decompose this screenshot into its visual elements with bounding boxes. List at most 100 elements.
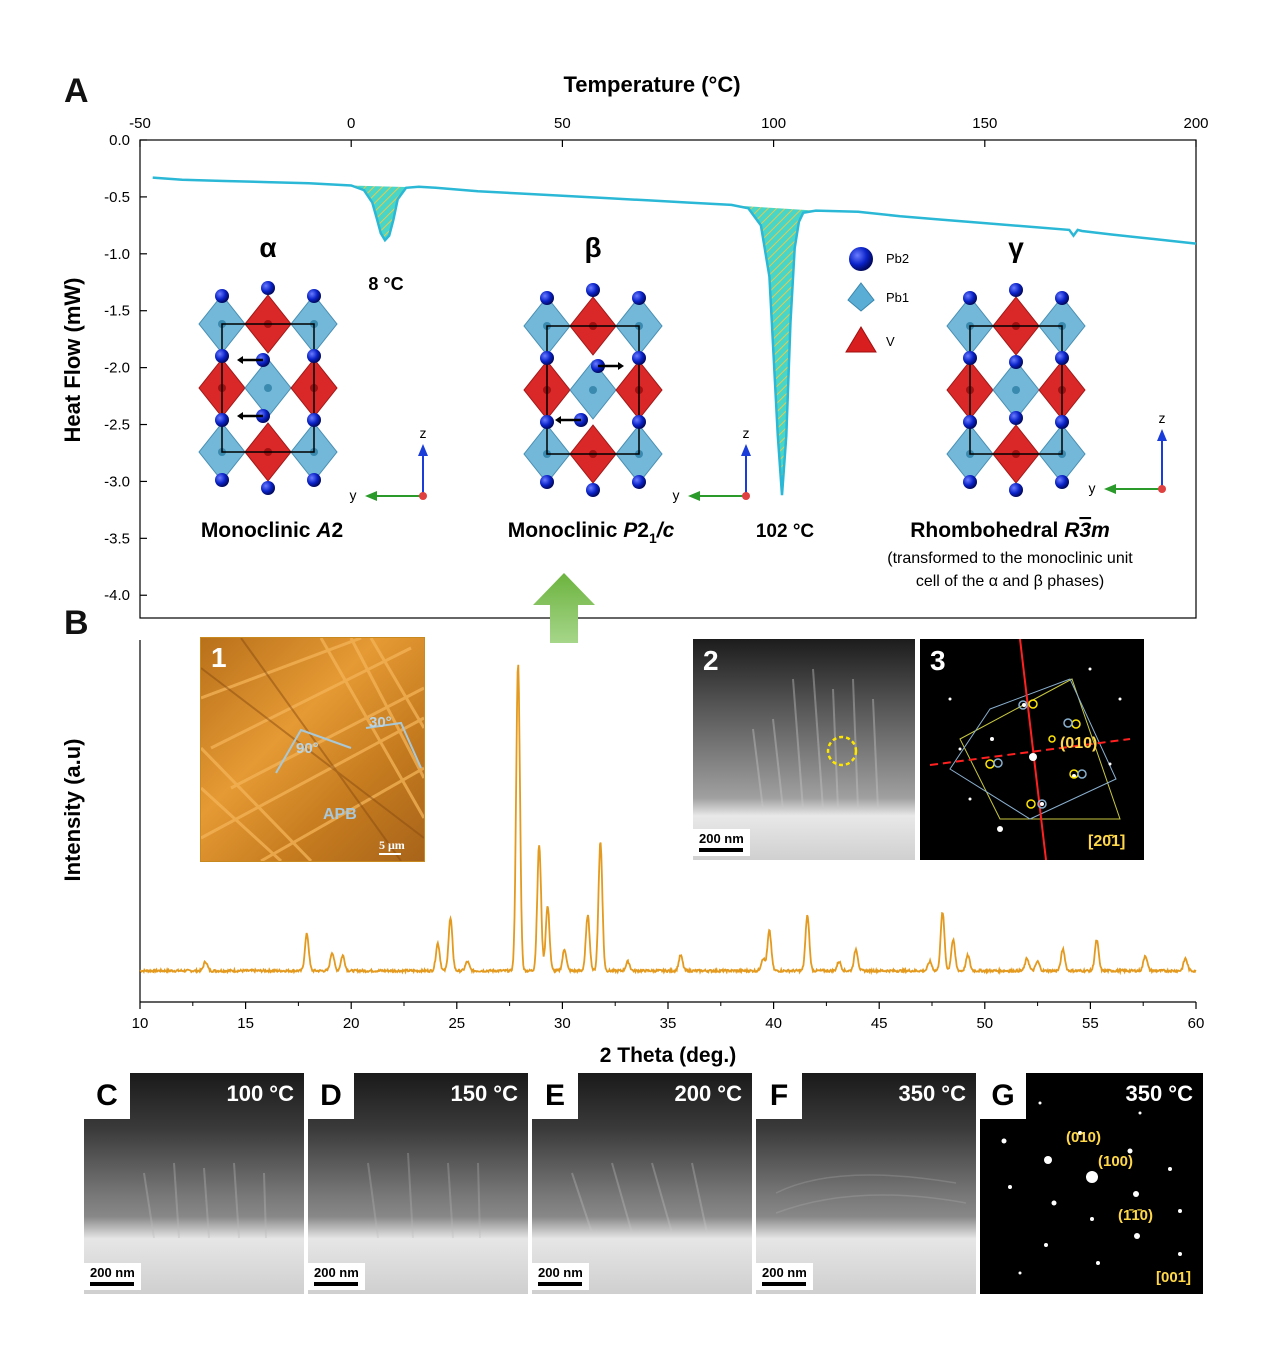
pb2-atom bbox=[632, 415, 646, 429]
legend-v: V bbox=[886, 334, 895, 349]
dsc-x-tick-label: 150 bbox=[972, 115, 997, 132]
panel-f-tem: F 350 °C 200 nm bbox=[756, 1073, 976, 1294]
pb2-atom bbox=[540, 351, 554, 365]
dsc-y-tick-label: -4.0 bbox=[104, 587, 130, 604]
pb2-atom bbox=[307, 289, 321, 303]
xrd-x-tick-label: 25 bbox=[448, 1015, 465, 1032]
angle-30-marker bbox=[365, 721, 422, 769]
gamma-name: Rhombohedral R3m bbox=[910, 519, 1110, 542]
panel-d-letter: D bbox=[308, 1073, 354, 1119]
inset-optical: 1 90° 30° APB 5 μm bbox=[200, 637, 425, 862]
saed-g-1-10: (1̄1̄0) bbox=[1118, 1207, 1154, 1224]
axis-z: z bbox=[1159, 410, 1166, 426]
dsc-x-tick-label: -50 bbox=[129, 115, 151, 132]
dsc-x-tick-label: 100 bbox=[761, 115, 786, 132]
gamma-note-1: (transformed to the monoclinic unit bbox=[887, 550, 1133, 567]
xrd-x-tick-label: 15 bbox=[237, 1015, 254, 1032]
xrd-curve bbox=[139, 664, 1197, 976]
pb2-ball-icon bbox=[849, 247, 873, 271]
panel-g-saed: G 350 °C (010) (100) (1̄1̄0) [001] bbox=[980, 1073, 1203, 1294]
saed-cell-blue bbox=[949, 678, 1117, 820]
dsc-y-tick-label: -1.0 bbox=[104, 246, 130, 263]
pb2-atom bbox=[963, 415, 977, 429]
pb2-atom bbox=[1055, 291, 1069, 305]
panel-d-tem: D 150 °C 200 nm bbox=[308, 1073, 528, 1294]
saed-g-100: (100) bbox=[1098, 1153, 1134, 1170]
panel-d-scale: 200 nm bbox=[308, 1263, 365, 1290]
peak1-label: 8 °C bbox=[368, 274, 403, 294]
xrd-x-tick-label: 60 bbox=[1188, 1015, 1205, 1032]
pb2-atom bbox=[307, 473, 321, 487]
xrd-chart: Intensity (a.u) 10 15 20 25 30 35 40 45 50 55 60 2… bbox=[60, 640, 1205, 1067]
panel-e-scale: 200 nm bbox=[532, 1263, 589, 1290]
legend-pb2: Pb2 bbox=[886, 251, 909, 266]
axis-y: y bbox=[1089, 480, 1096, 496]
arrowhead bbox=[237, 356, 243, 364]
angle-30-label: 30° bbox=[369, 714, 392, 731]
saed-g-pattern bbox=[1001, 1101, 1182, 1275]
alpha-name: Monoclinic A2 bbox=[201, 519, 343, 542]
axes-glyph-beta: z y bbox=[673, 425, 751, 503]
arrowhead bbox=[237, 412, 243, 420]
optical-texture bbox=[201, 638, 424, 861]
pb2-atom bbox=[1055, 351, 1069, 365]
panel-b-letter: B bbox=[64, 604, 89, 642]
dsc-y-tick-label: -1.5 bbox=[104, 303, 130, 320]
pb2-atom bbox=[632, 475, 646, 489]
angle-90-marker bbox=[275, 728, 352, 774]
transition-arrow-icon bbox=[533, 573, 595, 643]
saed-red-dashed bbox=[929, 738, 1131, 766]
xrd-x-tick-label: 10 bbox=[132, 1015, 149, 1032]
pb2-atom bbox=[307, 413, 321, 427]
saed-spot-label: (010) bbox=[1060, 735, 1098, 752]
pb2-atom bbox=[1009, 483, 1023, 497]
axes-glyph-alpha: z y bbox=[350, 425, 428, 503]
panel-g-temp: 350 °C bbox=[1125, 1081, 1193, 1106]
dsc-peak1-area bbox=[351, 185, 436, 241]
inset3-number: 3 bbox=[930, 645, 946, 676]
axis-z: z bbox=[420, 425, 427, 441]
panel-c-temp: 100 °C bbox=[226, 1081, 294, 1106]
panel-c-letter: C bbox=[84, 1073, 130, 1119]
dsc-chart: Temperature (°C) Heat Flow (mW) -50 0 50 10… bbox=[60, 72, 1209, 619]
inset2-number: 2 bbox=[703, 645, 719, 676]
panel-e-letter: E bbox=[532, 1073, 578, 1119]
pb2-atom bbox=[261, 481, 275, 495]
pb1-polyhedron-icon bbox=[847, 282, 875, 312]
inset1-number: 1 bbox=[211, 642, 227, 673]
pb2-atom bbox=[261, 281, 275, 295]
tem-texture bbox=[752, 668, 879, 810]
dsc-frame bbox=[139, 139, 1197, 619]
v-polyhedron-icon bbox=[845, 326, 877, 353]
pb2-atom bbox=[963, 351, 977, 365]
beta-greek: β bbox=[584, 232, 601, 263]
tem-d-texture bbox=[367, 1152, 481, 1239]
panel-e-temp: 200 °C bbox=[674, 1081, 742, 1106]
panel-e-tem: E 200 °C 200 nm bbox=[532, 1073, 752, 1294]
dsc-y-tick-label: -2.0 bbox=[104, 360, 130, 377]
pb2-atom bbox=[1055, 415, 1069, 429]
angle-90-label: 90° bbox=[296, 740, 319, 757]
dsc-y-tick-label: -2.5 bbox=[104, 417, 130, 434]
pb2-atom bbox=[215, 349, 229, 363]
unit-cell bbox=[969, 325, 1063, 455]
xrd-x-tick-label: 55 bbox=[1082, 1015, 1099, 1032]
pb2-atom bbox=[963, 291, 977, 305]
pb2-atom bbox=[963, 475, 977, 489]
axis-z: z bbox=[743, 425, 750, 441]
pb2-atom bbox=[540, 415, 554, 429]
axis-y: y bbox=[673, 487, 680, 503]
unit-cell bbox=[546, 325, 640, 455]
pb2-atom bbox=[307, 349, 321, 363]
inset-tem: 2 200 nm bbox=[693, 639, 915, 860]
panel-f-scale: 200 nm bbox=[756, 1263, 813, 1290]
beta-name: Monoclinic P21/c bbox=[508, 519, 675, 546]
dsc-y-tick-label: -0.5 bbox=[104, 189, 130, 206]
gamma-structure bbox=[946, 283, 1086, 497]
saed-pattern bbox=[929, 639, 1131, 860]
pb2-atom bbox=[215, 289, 229, 303]
pb2-atom bbox=[1055, 475, 1069, 489]
xrd-x-tick-label: 45 bbox=[871, 1015, 888, 1032]
saed-g-010: (010) bbox=[1066, 1129, 1102, 1146]
legend-pb1: Pb1 bbox=[886, 290, 909, 305]
